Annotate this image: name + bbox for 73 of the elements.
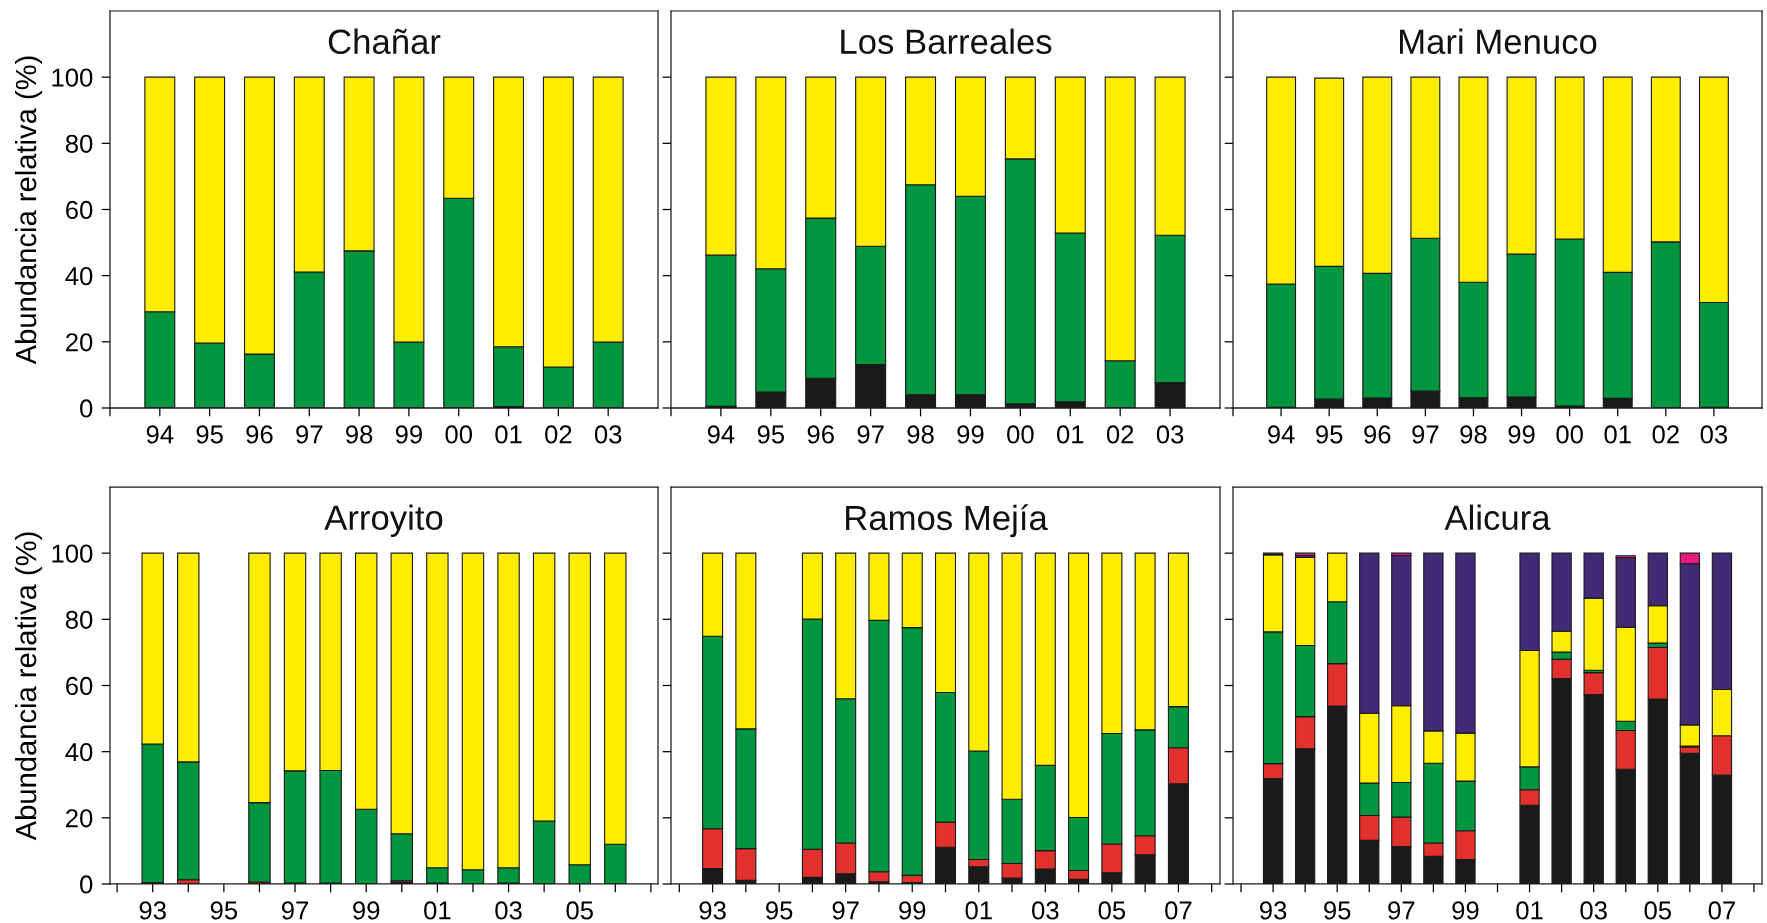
y-axis-title: Abundancia relativa (%) (14, 532, 43, 841)
x-tick-label: 97 (281, 901, 309, 920)
x-tick-label: 05 (1098, 901, 1126, 920)
x-tick-label: 95 (1324, 901, 1351, 920)
x-tick-label: 94 (146, 425, 174, 444)
x-tick-label: 98 (907, 425, 934, 444)
x-tick-label: 07 (1165, 901, 1192, 920)
x-tick-label: 98 (1460, 425, 1487, 444)
x-tick-label: 93 (699, 901, 726, 920)
x-tick-label: 01 (1516, 901, 1543, 920)
x-tick-label: 98 (346, 425, 373, 444)
x-tick-label: 05 (1644, 901, 1672, 920)
x-tick-label: 99 (395, 425, 422, 444)
x-tick-label: 97 (296, 425, 323, 444)
y-tick-label: 40 (65, 743, 93, 762)
x-tick-label: 01 (1604, 425, 1631, 444)
x-tick-label: 95 (766, 901, 793, 920)
x-tick-label: 02 (545, 425, 572, 444)
y-tick-label: 60 (66, 676, 93, 696)
x-tick-label: 07 (1708, 901, 1735, 920)
x-tick-label: 95 (1316, 425, 1343, 444)
x-tick-label: 96 (1364, 425, 1391, 444)
x-tick-label: 95 (757, 425, 785, 444)
x-tick-label: 03 (1700, 425, 1728, 444)
x-tick-label: 95 (210, 901, 238, 920)
x-tick-label: 02 (1106, 425, 1134, 444)
chart-title: Mari Menuco (1400, 28, 1597, 55)
x-tick-label: 93 (139, 901, 166, 920)
y-axis-title: Abundancia relativa (%) (14, 56, 43, 365)
x-tick-label: 94 (707, 425, 735, 444)
chart-title: Ramos Mejía (846, 504, 1048, 538)
y-tick-label: 0 (80, 875, 93, 894)
x-tick-label: 03 (1156, 425, 1184, 444)
x-tick-label: 99 (1508, 425, 1535, 444)
x-tick-label: 97 (857, 425, 884, 444)
y-tick-label: 80 (65, 134, 93, 153)
x-tick-label: 97 (1388, 901, 1415, 920)
y-tick-label: 80 (65, 610, 93, 629)
x-tick-label: 05 (566, 901, 593, 920)
x-tick-label: 97 (832, 901, 859, 920)
y-tick-label: 100 (52, 544, 93, 563)
x-tick-label: 00 (1556, 425, 1583, 444)
chart-title: Los Barreales (841, 28, 1052, 55)
y-tick-label: 100 (52, 68, 93, 87)
x-tick-label: 97 (1412, 425, 1439, 444)
x-tick-label: 02 (1652, 425, 1679, 444)
x-tick-label: 01 (424, 901, 451, 920)
x-tick-label: 99 (899, 901, 926, 920)
x-tick-label: 99 (1452, 901, 1479, 920)
x-tick-label: 95 (196, 425, 223, 444)
x-tick-label: 03 (1032, 901, 1059, 920)
x-tick-label: 93 (1259, 901, 1287, 920)
x-tick-label: 01 (965, 901, 992, 920)
x-tick-label: 99 (353, 901, 380, 920)
chart-title: Chañar (328, 28, 441, 55)
x-tick-label: 00 (1007, 425, 1034, 444)
x-tick-label: 96 (807, 425, 834, 444)
chart-title: Alicura (1444, 504, 1551, 531)
x-tick-label: 00 (445, 425, 473, 444)
y-tick-label: 0 (80, 399, 93, 418)
x-tick-label: 99 (957, 425, 984, 444)
x-tick-label: 94 (1268, 425, 1295, 444)
chart-title: Arroyito (324, 504, 443, 537)
x-tick-label: 03 (1580, 901, 1607, 920)
x-tick-label: 01 (495, 425, 522, 444)
y-tick-label: 40 (65, 267, 93, 286)
x-tick-label: 03 (495, 901, 522, 920)
y-tick-label: 60 (66, 200, 93, 220)
y-tick-label: 20 (66, 809, 93, 828)
x-tick-label: 96 (246, 425, 273, 444)
y-tick-label: 20 (66, 333, 93, 352)
x-tick-label: 01 (1056, 425, 1084, 444)
x-tick-label: 03 (594, 425, 622, 444)
